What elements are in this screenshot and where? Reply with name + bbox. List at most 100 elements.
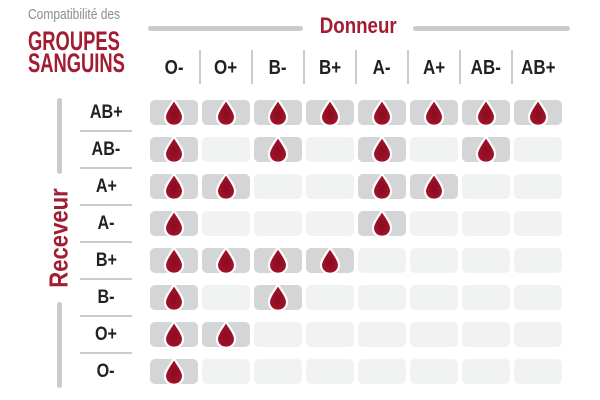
receiver-label-text: AB+ <box>89 101 123 123</box>
cell-a-pos-b-pos <box>306 174 354 199</box>
blood-drop-icon <box>163 172 185 201</box>
cell-a-pos-b-neg <box>254 174 302 199</box>
cell-a-neg-ab-pos <box>514 211 562 236</box>
cell-b-pos-o-pos <box>202 246 250 275</box>
blood-drop-icon <box>163 246 185 275</box>
blood-drop-icon <box>163 98 185 127</box>
blood-drop-icon <box>163 283 185 312</box>
blood-drop-icon <box>163 135 185 164</box>
cell-ab-neg-b-pos <box>306 137 354 162</box>
cell-b-neg-a-neg <box>358 285 406 310</box>
donor-header-b-pos: B+ <box>306 50 357 84</box>
cell-b-pos-b-neg <box>254 246 302 275</box>
blood-drop-icon <box>267 135 289 164</box>
donor-header-a-pos: A+ <box>410 50 461 84</box>
blood-drop-icon <box>371 172 393 201</box>
donor-header-o-pos: O+ <box>202 50 253 84</box>
donor-header-label: A- <box>373 57 391 79</box>
chart-title-line-groupes: GROUPES <box>28 26 120 56</box>
cell-ab-pos-ab-pos <box>514 98 562 127</box>
blood-drop-icon <box>371 98 393 127</box>
compatibility-matrix <box>150 98 562 386</box>
receiver-label-a-neg: A- <box>80 211 132 243</box>
cell-b-neg-ab-pos <box>514 285 562 310</box>
receiver-label-text: O- <box>97 360 115 382</box>
cell-o-pos-b-pos <box>306 322 354 347</box>
cell-a-pos-a-neg <box>358 172 406 201</box>
cell-o-neg-b-neg <box>254 359 302 384</box>
donor-header-ab-neg: AB- <box>462 50 513 84</box>
cell-o-pos-ab-neg <box>462 322 510 347</box>
donor-header-label: A+ <box>422 57 446 79</box>
blood-drop-icon <box>423 172 445 201</box>
cell-ab-neg-a-neg <box>358 135 406 164</box>
cell-a-neg-o-pos <box>202 211 250 236</box>
receiver-label-o-pos: O+ <box>80 322 132 354</box>
receiver-label-text: AB- <box>91 138 121 160</box>
cell-a-pos-o-pos <box>202 172 250 201</box>
blood-drop-icon <box>215 172 237 201</box>
blood-drop-icon <box>163 357 185 386</box>
cell-b-neg-b-pos <box>306 285 354 310</box>
cell-o-pos-a-neg <box>358 322 406 347</box>
blood-drop-icon <box>215 98 237 127</box>
blood-drop-icon <box>319 246 341 275</box>
donor-header-label: AB- <box>470 57 502 79</box>
receiver-label-o-neg: O- <box>80 359 132 384</box>
cell-b-pos-b-pos <box>306 246 354 275</box>
cell-ab-neg-o-pos <box>202 137 250 162</box>
receiver-label-text: A- <box>97 212 115 234</box>
blood-drop-icon <box>475 135 497 164</box>
donor-axis-label-text: Donneur <box>319 13 397 38</box>
cell-b-neg-b-neg <box>254 283 302 312</box>
donor-header-label: B+ <box>318 57 342 79</box>
blood-drop-icon <box>163 209 185 238</box>
cell-o-neg-o-neg <box>150 357 198 386</box>
donor-header-label: B- <box>269 57 287 79</box>
cell-a-neg-a-pos <box>410 211 458 236</box>
cell-o-neg-b-pos <box>306 359 354 384</box>
receiver-label-text: B- <box>97 286 115 308</box>
cell-o-pos-o-neg <box>150 320 198 349</box>
cell-a-neg-o-neg <box>150 209 198 238</box>
cell-o-neg-ab-pos <box>514 359 562 384</box>
cell-b-pos-a-neg <box>358 248 406 273</box>
cell-b-neg-ab-neg <box>462 285 510 310</box>
donor-axis-line-right <box>413 26 570 31</box>
receiver-row-labels: AB+ AB- A+ A- B+ B- O+ O- <box>80 100 132 384</box>
chart-subtitle: Compatibilité des <box>28 6 121 23</box>
cell-b-neg-a-pos <box>410 285 458 310</box>
receiver-axis-label-text: Receveur <box>43 188 74 288</box>
blood-drop-icon <box>527 98 549 127</box>
cell-ab-pos-ab-neg <box>462 98 510 127</box>
cell-b-neg-o-neg <box>150 283 198 312</box>
donor-header-o-neg: O- <box>150 50 201 84</box>
receiver-label-a-pos: A+ <box>80 174 132 206</box>
cell-ab-pos-o-neg <box>150 98 198 127</box>
cell-a-neg-a-neg <box>358 209 406 238</box>
cell-ab-pos-o-pos <box>202 98 250 127</box>
receiver-label-text: A+ <box>95 175 117 197</box>
cell-b-pos-a-pos <box>410 248 458 273</box>
receiver-axis-line-bottom <box>57 302 62 388</box>
donor-header-ab-pos: AB+ <box>514 50 562 84</box>
cell-o-pos-b-neg <box>254 322 302 347</box>
cell-o-pos-a-pos <box>410 322 458 347</box>
receiver-label-text: B+ <box>95 249 117 271</box>
blood-drop-icon <box>319 98 341 127</box>
cell-b-pos-ab-neg <box>462 248 510 273</box>
cell-o-pos-ab-pos <box>514 322 562 347</box>
blood-drop-icon <box>215 246 237 275</box>
chart-title-line-sanguins: SANGUINS <box>28 48 125 78</box>
cell-o-neg-ab-neg <box>462 359 510 384</box>
donor-header-b-neg: B- <box>254 50 305 84</box>
cell-ab-pos-b-neg <box>254 98 302 127</box>
cell-a-neg-ab-neg <box>462 211 510 236</box>
cell-ab-neg-ab-pos <box>514 137 562 162</box>
donor-axis-line-left <box>148 26 303 31</box>
cell-a-pos-a-pos <box>410 172 458 201</box>
donor-header-label: O+ <box>214 57 238 79</box>
cell-ab-neg-a-pos <box>410 137 458 162</box>
receiver-axis-line-top <box>57 98 62 174</box>
blood-drop-icon <box>423 98 445 127</box>
